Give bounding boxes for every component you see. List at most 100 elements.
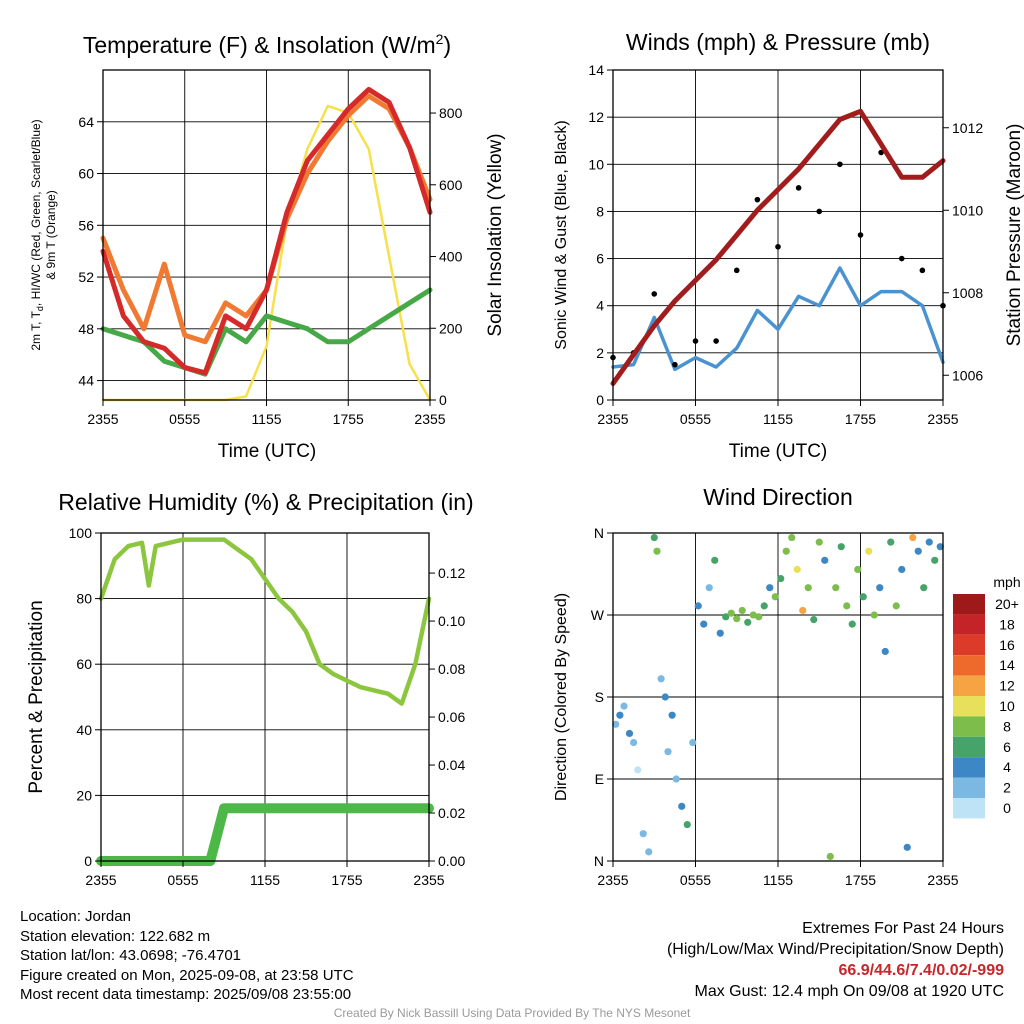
- precip-rtick-label: 0.06: [438, 709, 465, 725]
- winds-x-ticks: 2355 0555 1155 1755 2355: [597, 400, 959, 427]
- direction-point: [898, 565, 906, 574]
- direction-point: [672, 775, 680, 783]
- direction-point: [810, 615, 818, 624]
- direction-point: [859, 593, 867, 601]
- winds-ytick-label: 12: [588, 109, 604, 125]
- direction-point: [620, 702, 628, 710]
- direction-xtick-label: 2355: [597, 872, 628, 888]
- winds-ytick-label: 0: [596, 392, 604, 408]
- humidity-xtick-label: 1155: [250, 872, 280, 888]
- gust-point: [692, 338, 699, 344]
- direction-point: [749, 611, 757, 619]
- direction-point: [777, 574, 785, 583]
- direction-point: [788, 533, 796, 542]
- gust-point: [919, 267, 926, 274]
- direction-point: [650, 533, 658, 542]
- precip-rtick-label: 0.08: [438, 661, 465, 677]
- direction-point: [755, 613, 763, 621]
- winds-ytick-label: 14: [588, 62, 604, 78]
- direction-left-label: Direction (Colored By Speed): [553, 593, 570, 801]
- pressure-right-label: Station Pressure (Maroon): [1004, 124, 1024, 347]
- direction-point: [799, 606, 807, 615]
- winds-xtick-label: 1155: [763, 411, 793, 427]
- credit-line: Created By Nick Bassill Using Data Provi…: [333, 1006, 691, 1020]
- gust-point: [857, 232, 864, 238]
- direction-point: [664, 748, 672, 756]
- temperature-left-label-line2: & 9m T (Orange): [44, 190, 58, 280]
- direction-point: [782, 547, 790, 555]
- direction-point: [920, 584, 928, 592]
- direction-point: [815, 538, 823, 546]
- pressure-rtick-label: 1006: [952, 367, 983, 383]
- temperature-xtick-label: 1755: [333, 411, 364, 427]
- max-gust: Max Gust: 12.4 mph On 09/08 at 1920 UTC: [694, 983, 1005, 1000]
- winds-xtick-label: 2355: [597, 411, 628, 427]
- direction-point: [760, 602, 768, 610]
- direction-point: [694, 602, 702, 610]
- legend-label: 12: [999, 678, 1015, 694]
- direction-x-ticks: 2355 0555 1155 1755 2355: [597, 861, 959, 888]
- direction-point: [616, 711, 624, 719]
- gust-point: [816, 208, 823, 215]
- humidity-ytick-label: 80: [76, 591, 92, 607]
- precip-right-ticks: 0.00 0.02 0.04 0.06 0.08 0.10 0.12: [429, 565, 465, 869]
- direction-point: [722, 613, 730, 621]
- temperature-ytick-label: 56: [78, 217, 94, 233]
- direction-ytick-label: E: [595, 771, 604, 787]
- extremes-subtitle: (High/Low/Max Wind/Precipitation/Snow De…: [666, 941, 1004, 958]
- direction-point: [843, 602, 851, 610]
- humidity-title: Relative Humidity (%) & Precipitation (i…: [58, 489, 473, 515]
- legend-label: 0: [1003, 800, 1011, 816]
- direction-point: [711, 556, 719, 564]
- humidity-x-ticks: 2355 0555 1155 1755 2355: [85, 861, 445, 888]
- legend-label: 2: [1003, 780, 1011, 796]
- winds-xlabel: Time (UTC): [729, 441, 828, 462]
- gust-point: [733, 267, 740, 274]
- temperature-2m-line: [100, 86, 433, 376]
- direction-ytick-label: W: [591, 607, 605, 623]
- humidity-ytick-label: 60: [76, 656, 92, 672]
- speed-legend: 20+ 18 16 14 12 10 8 6 4 2 0: [953, 594, 1019, 819]
- legend-swatch: [953, 736, 985, 758]
- dewpoint-line: [100, 287, 433, 377]
- precip-rtick-label: 0.12: [438, 565, 465, 581]
- winds-series: [610, 108, 946, 386]
- direction-point: [689, 738, 697, 747]
- legend-swatch: [953, 594, 985, 615]
- relative-humidity-line: [98, 537, 432, 706]
- legend-swatch: [953, 696, 985, 717]
- direction-point: [909, 533, 917, 542]
- direction-point: [881, 647, 889, 656]
- direction-point: [733, 615, 741, 623]
- legend-swatch: [953, 777, 985, 798]
- temperature-xlabel: Time (UTC): [218, 441, 317, 462]
- winds-ytick-label: 2: [596, 345, 604, 361]
- direction-point: [826, 852, 834, 861]
- temperature-ytick-label: 60: [78, 166, 94, 182]
- direction-point: [612, 720, 620, 728]
- direction-point: [639, 830, 647, 838]
- direction-point: [854, 565, 862, 574]
- direction-point: [727, 609, 735, 617]
- pressure-rtick-label: 1012: [952, 120, 983, 136]
- temperature-xtick-label: 2355: [414, 411, 445, 427]
- legend-label: 8: [1003, 718, 1011, 734]
- pressure-rtick-label: 1008: [952, 285, 983, 301]
- figure-created: Figure created on Mon, 2025-09-08, at 23…: [20, 966, 354, 984]
- solar-rtick-label: 400: [439, 249, 463, 265]
- temperature-xtick-label: 0555: [169, 411, 200, 427]
- legend-label: 20+: [995, 596, 1019, 612]
- winds-left-ticks: 0 2 4 6 8 10 12 14: [588, 62, 613, 408]
- winds-xtick-label: 2355: [927, 411, 958, 427]
- direction-point: [837, 543, 845, 551]
- direction-xtick-label: 0555: [680, 872, 711, 888]
- temperature-x-ticks: 2355 0555 1155 1755 2355: [87, 400, 446, 427]
- solar-rtick-label: 200: [439, 320, 463, 336]
- legend-swatch: [953, 614, 985, 635]
- direction-point: [832, 584, 840, 592]
- precip-rtick-label: 0.00: [438, 853, 465, 869]
- legend-swatch: [953, 798, 985, 819]
- station-info: Location: Jordan Station elevation: 122.…: [20, 907, 354, 1005]
- direction-point: [653, 547, 661, 555]
- temperature-gridlines: [103, 70, 430, 400]
